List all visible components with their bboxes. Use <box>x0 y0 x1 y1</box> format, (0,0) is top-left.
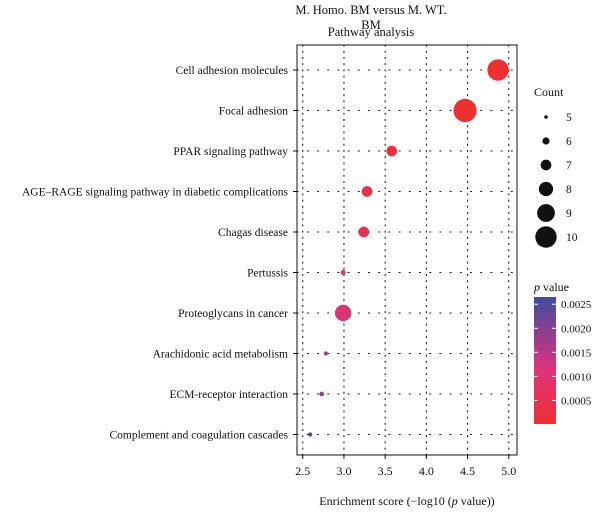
colorbar-tick-label: 0.0015 <box>561 347 592 359</box>
count-legend-label: 5 <box>566 112 572 124</box>
y-tick-label: AGE–RAGE signaling pathway in diabetic c… <box>22 187 289 199</box>
count-legend-dot <box>542 137 550 145</box>
y-tick-label: Chagas disease <box>218 227 288 239</box>
x-axis-label: Enrichment score (−log10 (p value)) <box>319 494 494 508</box>
data-point <box>453 98 477 123</box>
colorbar-tick-label: 0.0010 <box>561 371 592 383</box>
x-tick-label: 4.5 <box>460 464 475 478</box>
count-legend-dot <box>540 159 552 171</box>
data-point <box>308 432 313 437</box>
count-legend-title: Count <box>534 85 564 99</box>
plot-panel <box>296 44 518 456</box>
colorbar-tick-label: 0.0005 <box>561 395 592 407</box>
y-tick-label: Focal adhesion <box>219 106 289 118</box>
data-point <box>358 226 370 238</box>
y-tick-label: Complement and coagulation cascades <box>109 430 288 442</box>
chart-subtitle: Pathway analysis <box>327 25 415 39</box>
y-tick-label: PPAR signaling pathway <box>173 146 288 158</box>
count-legend-label: 9 <box>566 208 572 220</box>
count-legend-dot <box>537 204 555 222</box>
count-legend: Count 5 6 7 8 9 10 <box>534 85 578 248</box>
colorbar-tick-label: 0.0025 <box>561 299 592 311</box>
x-tick-label: 5.0 <box>501 464 516 478</box>
data-point <box>340 269 346 276</box>
p-value-colorbar <box>534 297 556 424</box>
grid-lines <box>296 44 518 456</box>
x-tick-label: 4.0 <box>419 464 434 478</box>
data-point <box>334 304 352 322</box>
y-tick-label: Cell adhesion molecules <box>176 65 289 77</box>
count-legend-label: 6 <box>566 136 572 148</box>
y-tick-label: ECM-receptor interaction <box>170 389 289 401</box>
p-value-legend-title: p value <box>533 280 569 294</box>
count-legend-label: 8 <box>566 184 572 196</box>
data-point <box>386 145 398 157</box>
data-point <box>487 59 509 81</box>
data-point <box>361 186 373 197</box>
count-legend-label: 7 <box>566 160 572 172</box>
x-axis: 2.5 3.0 3.5 4.0 4.5 5.0 <box>295 455 516 478</box>
chart-title: M. Homo. BM versus M. WT. BM <box>295 3 447 32</box>
count-legend-label: 10 <box>566 232 578 244</box>
count-legend-dot <box>535 226 557 248</box>
y-tick-label: Arachidonic acid metabolism <box>153 349 288 361</box>
count-legend-dot <box>544 115 548 119</box>
data-point <box>319 391 325 397</box>
count-legend-dot <box>538 181 554 197</box>
x-tick-label: 2.5 <box>295 464 310 478</box>
x-tick-label: 3.5 <box>378 464 393 478</box>
p-value-legend: p value 0.0025 0.0020 0.0015 0.0010 0.0005 <box>533 280 592 424</box>
data-point <box>323 351 328 356</box>
y-tick-label: Pertussis <box>247 268 288 280</box>
colorbar-tick-label: 0.0020 <box>561 323 592 335</box>
y-axis-labels: Cell adhesion molecules Focal adhesion PPA… <box>22 65 297 442</box>
data-points <box>308 59 509 437</box>
x-tick-label: 3.0 <box>336 464 351 478</box>
y-tick-label: Proteoglycans in cancer <box>178 308 288 320</box>
